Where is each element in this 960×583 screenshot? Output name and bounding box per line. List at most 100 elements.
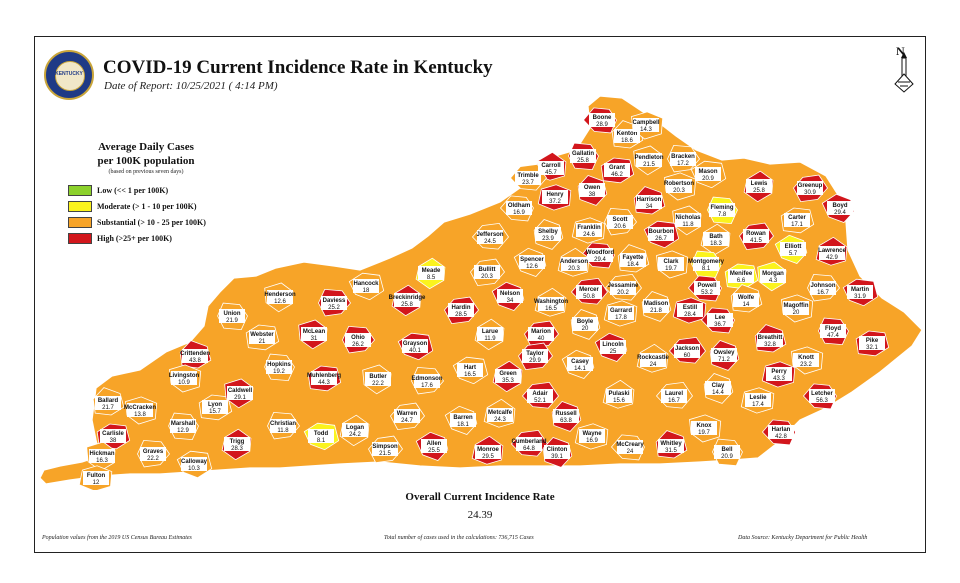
county-value-pendleton: 21.5 bbox=[643, 162, 655, 168]
legend-label-substantial: Substantial (> 10 - 25 per 100K) bbox=[97, 218, 206, 227]
county-name-knott: Knott bbox=[798, 355, 814, 361]
county-label-box-pendleton bbox=[636, 153, 662, 167]
county-label-box-clinton bbox=[544, 445, 570, 459]
county-name-scott: Scott bbox=[613, 217, 628, 223]
county-value-washington: 16.5 bbox=[545, 306, 557, 312]
legend-swatch-low bbox=[68, 185, 92, 196]
county-label-box-whitley bbox=[658, 439, 684, 453]
county-label-box-bracken bbox=[670, 152, 696, 166]
county-name-pendleton: Pendleton bbox=[634, 155, 663, 161]
footer-population-note: Population values from the 2019 US Censu… bbox=[42, 535, 192, 541]
county-name-cumberland: Cumberland bbox=[511, 439, 546, 445]
report-date: Date of Report: 10/25/2021 ( 4:14 PM) bbox=[104, 80, 278, 92]
county-name-union: Union bbox=[224, 311, 241, 317]
county-value-owen: 38 bbox=[589, 192, 596, 198]
county-label-box-grant bbox=[604, 163, 630, 177]
county-value-harrison: 34 bbox=[646, 204, 653, 210]
county-label-box-webster bbox=[249, 330, 275, 344]
seal-center bbox=[55, 61, 85, 91]
legend-title-line1: Average Daily Cases bbox=[98, 141, 194, 153]
legend-label-low: Low (<< 1 per 100K) bbox=[97, 186, 169, 195]
county-value-knott: 23.2 bbox=[800, 362, 812, 368]
county-name-hart: Hart bbox=[464, 365, 476, 371]
county-value-bracken: 17.2 bbox=[677, 161, 689, 167]
county-name-greenup: Greenup bbox=[798, 183, 823, 189]
county-name-oldham: Oldham bbox=[508, 203, 530, 209]
county-name-christian: Christian bbox=[270, 421, 296, 427]
county-value-muhlenberg: 44.3 bbox=[318, 380, 330, 386]
county-value-edmonson: 17.6 bbox=[421, 383, 433, 389]
county-label-box-mclean bbox=[301, 327, 327, 341]
county-label-box-caldwell bbox=[227, 386, 253, 400]
legend-note: (based on previous seven days) bbox=[108, 169, 184, 175]
county-label-box-kenton bbox=[614, 129, 640, 143]
county-value-mercer: 50.8 bbox=[583, 294, 595, 300]
county-value-butler: 22.2 bbox=[372, 381, 384, 387]
county-name-carroll: Carroll bbox=[541, 163, 561, 169]
county-value-hardin: 28.5 bbox=[455, 312, 467, 318]
county-value-clark: 19.7 bbox=[665, 266, 677, 272]
county-value-adair: 52.1 bbox=[534, 398, 546, 404]
county-value-shelby: 23.9 bbox=[542, 236, 554, 242]
county-label-box-crittenden bbox=[182, 349, 208, 363]
overall-rate-label: Overall Current Incidence Rate bbox=[405, 491, 555, 503]
county-value-perry: 43.3 bbox=[773, 376, 785, 382]
county-label-box-johnson bbox=[810, 281, 836, 295]
county-label-box-clay bbox=[705, 381, 731, 395]
county-label-box-clark bbox=[658, 257, 684, 271]
county-name-fleming: Fleming bbox=[710, 205, 733, 211]
county-name-green: Green bbox=[499, 371, 517, 377]
county-label-box-gallatin bbox=[570, 149, 596, 163]
county-label-box-boone bbox=[589, 113, 615, 127]
county-value-morgan: 4.3 bbox=[769, 278, 778, 284]
county-name-fayette: Fayette bbox=[622, 255, 644, 261]
kentucky-seal-logo: KENTUCKY bbox=[44, 50, 94, 100]
county-label-box-meade bbox=[418, 266, 444, 280]
county-name-grant: Grant bbox=[609, 165, 625, 171]
county-value-nicholas: 11.8 bbox=[682, 222, 694, 228]
county-name-estill: Estill bbox=[683, 305, 698, 311]
county-name-wolfe: Wolfe bbox=[738, 295, 755, 301]
county-value-union: 21.9 bbox=[226, 318, 238, 324]
county-name-wayne: Wayne bbox=[582, 431, 602, 437]
county-label-box-cumberland bbox=[516, 437, 542, 451]
county-value-grant: 46.2 bbox=[611, 172, 623, 178]
county-name-campbell: Campbell bbox=[632, 120, 659, 126]
county-value-bell: 20.9 bbox=[721, 454, 733, 460]
legend-item-substantial: Substantial (> 10 - 25 per 100K) bbox=[68, 217, 268, 228]
county-value-casey: 14.1 bbox=[574, 366, 586, 372]
county-value-floyd: 47.4 bbox=[827, 333, 839, 339]
county-value-jefferson: 24.5 bbox=[484, 239, 496, 245]
county-value-warren: 24.7 bbox=[401, 418, 413, 424]
county-label-box-campbell bbox=[633, 118, 659, 132]
county-value-letcher: 56.3 bbox=[816, 398, 828, 404]
county-name-franklin: Franklin bbox=[577, 225, 601, 231]
county-label-box-elliott bbox=[780, 242, 806, 256]
county-value-pulaski: 15.6 bbox=[613, 398, 625, 404]
county-value-woodford: 29.4 bbox=[594, 257, 606, 263]
county-name-spencer: Spencer bbox=[520, 257, 544, 263]
kentucky-county-map: Boone28.9Kenton18.6Campbell14.3Gallatin2… bbox=[39, 95, 923, 490]
county-value-simpson: 21.5 bbox=[379, 451, 391, 457]
county-value-carlisle: 38 bbox=[110, 438, 117, 444]
county-name-jessamine: Jessamine bbox=[608, 283, 639, 289]
county-name-shelby: Shelby bbox=[538, 229, 558, 235]
county-name-floyd: Floyd bbox=[825, 326, 841, 332]
county-value-carter: 17.1 bbox=[791, 222, 803, 228]
county-label-box-bullitt bbox=[474, 265, 500, 279]
county-name-nelson: Nelson bbox=[500, 291, 520, 297]
county-name-casey: Casey bbox=[571, 359, 589, 365]
county-label-box-knox bbox=[691, 421, 717, 435]
county-label-box-breckinridge bbox=[394, 293, 420, 307]
county-value-gallatin: 25.8 bbox=[577, 158, 589, 164]
county-name-knox: Knox bbox=[697, 423, 713, 429]
county-value-madison: 21.8 bbox=[650, 308, 662, 314]
county-label-box-ohio bbox=[345, 333, 371, 347]
county-label-box-hancock bbox=[353, 279, 379, 293]
county-label-box-franklin bbox=[576, 223, 602, 237]
county-name-jackson: Jackson bbox=[675, 346, 699, 352]
county-name-washington: Washington bbox=[534, 299, 568, 305]
county-label-box-barren bbox=[450, 413, 476, 427]
legend-swatch-substantial bbox=[68, 217, 92, 228]
county-value-anderson: 20.3 bbox=[568, 266, 580, 272]
